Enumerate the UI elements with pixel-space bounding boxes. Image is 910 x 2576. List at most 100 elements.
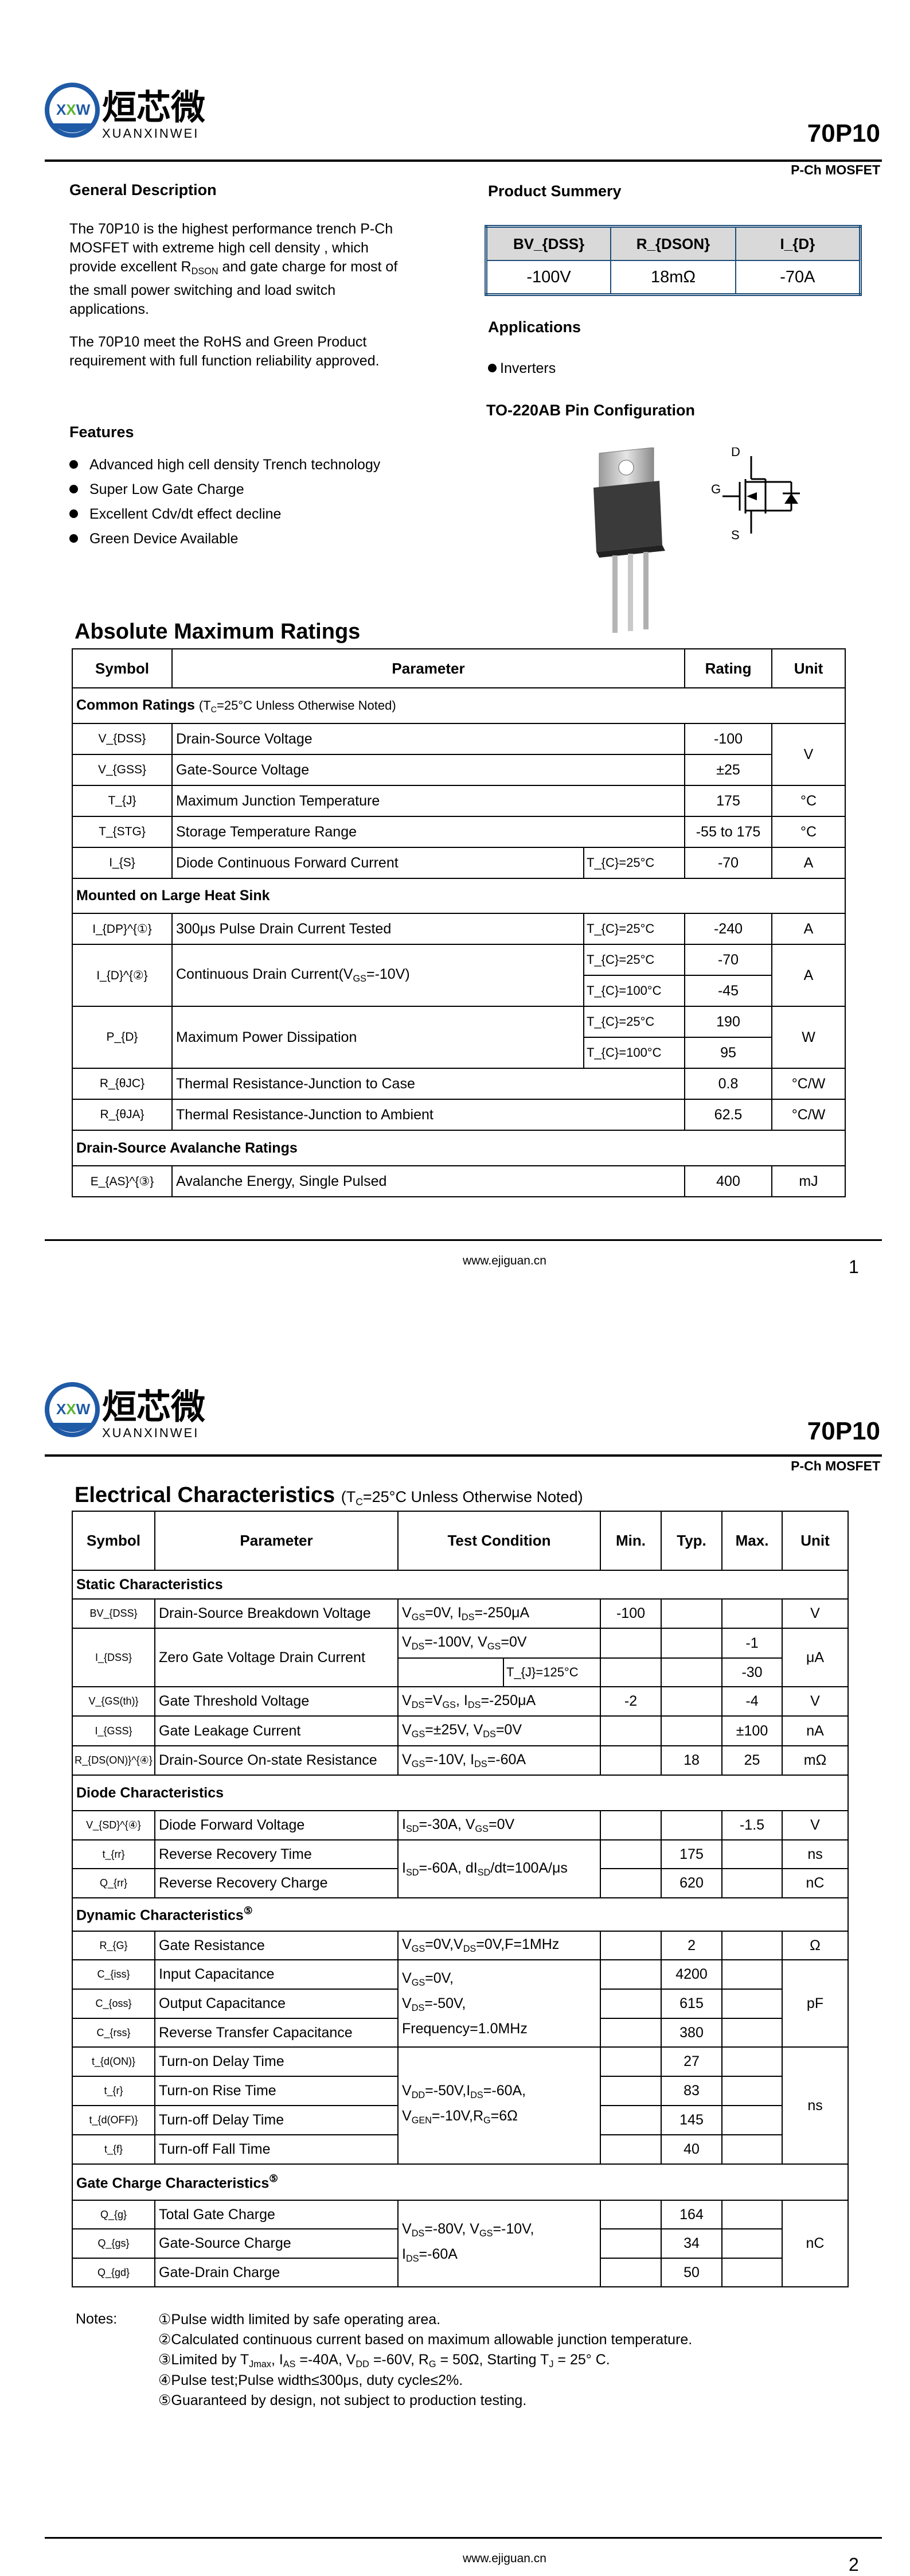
max-cell [721, 2105, 783, 2135]
header-test-condition: Test Condition [397, 1511, 602, 1571]
footer-divider [45, 1239, 882, 1241]
max-cell: ±100 [721, 1715, 783, 1746]
rating-cell: 190 [684, 1006, 773, 1038]
condition-cell: T_{C}=100°C [583, 1037, 686, 1069]
note-item: ②Calculated continuous current based on … [158, 2332, 693, 2348]
table-row: t_{d(ON)} Turn-on Delay Time VDD=-50V,ID… [72, 2046, 849, 2165]
section-static: Static Characteristics [71, 1570, 849, 1600]
symbol-cell: I_{S} [72, 847, 173, 879]
general-description-para1: The 70P10 is the highest performance tre… [69, 221, 398, 317]
test-cell: VGS=0V,VDS=0V,F=1MHz [397, 1931, 602, 1960]
parameter-cell: Gate Threshold Voltage [154, 1686, 399, 1717]
symbol-cell: P_{D} [72, 1006, 173, 1069]
min-cell [600, 2076, 662, 2106]
footer-url[interactable]: www.ejiguan.cn [463, 1254, 546, 1267]
max-cell [721, 2200, 783, 2229]
feature-item: Excellent Cdv/dt effect decline [69, 506, 281, 523]
note-item: ⑤Guaranteed by design, not subject to pr… [158, 2392, 527, 2408]
symbol-cell: t_{d(OFF)} [72, 2105, 155, 2135]
company-logo: XXW 烜芯微 XUANXINWEI [45, 1382, 205, 1440]
max-cell: -1 [721, 1628, 783, 1659]
summary-header-bvdss: BV_{DSS} [485, 225, 612, 261]
test-cell: ISD=-60A, dISD/dt=100A/μs [397, 1839, 602, 1898]
footer-url[interactable]: www.ejiguan.cn [463, 2552, 546, 2565]
table-row: I_{DP}^{①} 300μs Pulse Drain Current Tes… [72, 913, 846, 945]
summary-header-id: I_{D} [735, 225, 861, 261]
parameter-cell: Turn-off Fall Time [154, 2134, 399, 2165]
test-cell: VDD=-50V,IDS=-60A, VGEN=-10V,RG=6Ω [397, 2046, 602, 2165]
max-cell [721, 1839, 783, 1869]
test-cell: VDS=-80V, VGS=-10V, IDS=-60A [397, 2200, 602, 2287]
section-label: Common Ratings [76, 696, 195, 713]
symbol-cell: R_{G} [72, 1931, 155, 1960]
test-cell: VDS=VGS, IDS=-250μA [397, 1686, 602, 1717]
product-summary-heading: Product Summery [488, 182, 622, 200]
summary-header-rdson: R_{DSON} [610, 225, 736, 261]
page-number: 2 [849, 2554, 859, 2575]
section-common-ratings: Common Ratings (TC=25°C Unless Otherwise… [71, 687, 846, 724]
symbol-cell: R_{DS(ON)}^{④} [72, 1745, 155, 1776]
table-row: T_{C}=100°C -45 [72, 975, 845, 1007]
table-row: T_{J}=125°C -30 [72, 1657, 848, 1687]
min-cell [600, 1931, 662, 1960]
max-cell [721, 1868, 783, 1898]
footer-divider [45, 2537, 882, 2539]
table-row: R_{θJA} Thermal Resistance-Junction to A… [72, 1099, 846, 1131]
unit-cell: ns [782, 1839, 849, 1869]
parameter-cell: Storage Temperature Range [171, 816, 686, 848]
symbol-cell: E_{AS}^{③} [72, 1165, 173, 1197]
device-type: P-Ch MOSFET [791, 1458, 880, 1473]
unit-cell: μA [782, 1628, 849, 1687]
header-divider [45, 159, 882, 162]
symbol-cell: V_{GSS} [72, 754, 173, 786]
parameter-cell: Gate-Source Charge [154, 2228, 399, 2259]
min-cell [600, 1745, 662, 1776]
ec-title-note: (TC=25°C Unless Otherwise Noted) [341, 1488, 583, 1508]
min-cell [600, 1657, 662, 1687]
rating-cell: ±25 [684, 754, 773, 786]
unit-cell: A [771, 847, 846, 879]
parameter-cell: 300μs Pulse Drain Current Tested [171, 913, 584, 945]
typ-cell [661, 1686, 723, 1717]
unit-cell: V [782, 1598, 849, 1629]
table-row: BV_{DSS} Drain-Source Breakdown Voltage … [72, 1598, 849, 1629]
symbol-cell: V_{GS(th)} [72, 1686, 155, 1717]
section-avalanche: Drain-Source Avalanche Ratings [71, 1130, 846, 1166]
test-cell: VGS=0V, VDS=-50V, Frequency=1.0MHz [397, 1959, 602, 2048]
unit-cell: ns [782, 2046, 849, 2165]
part-number: 70P10 [807, 119, 880, 147]
typ-cell: 380 [661, 2018, 723, 2048]
max-cell [721, 2046, 783, 2077]
test-cell: T_{J}=125°C [502, 1657, 602, 1687]
rating-cell: -70 [684, 847, 773, 879]
max-cell [721, 1598, 783, 1629]
symbol-cell: BV_{DSS} [72, 1598, 155, 1629]
min-cell [600, 2200, 662, 2229]
symbol-cell: Q_{g} [72, 2200, 155, 2229]
feature-label: Excellent Cdv/dt effect decline [89, 506, 282, 522]
min-cell [600, 2134, 662, 2165]
svg-text:XXW: XXW [56, 1400, 91, 1418]
parameter-cell: Diode Continuous Forward Current [171, 847, 584, 879]
typ-cell: 620 [661, 1868, 723, 1898]
unit-cell: V [782, 1810, 849, 1840]
header-unit: Unit [771, 648, 846, 688]
drain-label: D [731, 448, 740, 459]
unit-cell: °C/W [771, 1068, 846, 1100]
table-row: Q_{g} Total Gate Charge VDS=-80V, VGS=-1… [72, 2200, 849, 2287]
table-row: V_{GS(th)} Gate Threshold Voltage VDS=VG… [72, 1686, 849, 1717]
parameter-cell: Drain-Source Voltage [171, 723, 686, 755]
min-cell [600, 2046, 662, 2077]
to220-package-image [593, 448, 665, 633]
table-row: V_{DSS} Drain-Source Voltage -100 V [72, 723, 846, 786]
parameter-cell: Total Gate Charge [154, 2200, 399, 2229]
unit-cell: °C [771, 785, 846, 817]
table-row: C_{oss} Output Capacitance 615 [72, 1989, 848, 2019]
parameter-cell: Output Capacitance [154, 1989, 399, 2019]
parameter-cell: Thermal Resistance-Junction to Case [171, 1068, 686, 1100]
rating-cell: -70 [684, 944, 773, 976]
max-cell [721, 1931, 783, 1960]
typ-cell: 145 [661, 2105, 723, 2135]
min-cell [600, 1959, 662, 1990]
ec-title-text: Electrical Characteristics [75, 1483, 335, 1507]
